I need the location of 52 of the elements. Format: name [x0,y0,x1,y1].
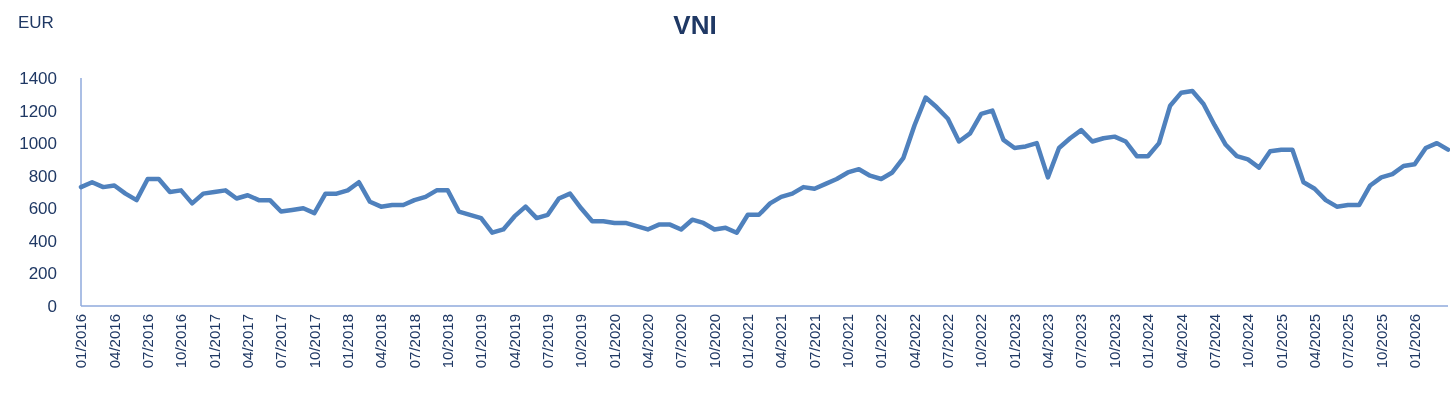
x-tick-label: 10/2021 [839,314,857,369]
x-tick-label: 04/2024 [1172,314,1190,369]
x-tick-label: 01/2018 [338,314,356,369]
line-series [78,88,1450,235]
x-tick-label: 10/2018 [439,314,457,369]
x-tick-label: 01/2016 [72,314,90,369]
y-tick-label: 400 [28,231,57,251]
x-tick-label: 07/2020 [672,314,690,369]
chart-title: VNI [673,10,717,40]
x-tick-label: 01/2024 [1139,314,1157,369]
x-tick-label: 07/2019 [539,314,557,369]
x-tick-label: 01/2026 [1405,314,1423,369]
y-tick-label: 600 [28,199,57,219]
x-tick-label: 10/2024 [1239,314,1257,369]
y-tick-label: 1000 [19,134,57,154]
x-tick-label: 04/2023 [1039,314,1057,369]
x-tick-label: 04/2025 [1305,314,1323,369]
x-tick-label: 10/2016 [172,314,190,369]
x-tick-label: 10/2017 [305,314,323,369]
x-tick-label: 04/2018 [372,314,390,369]
x-tick-label: 10/2023 [1105,314,1123,369]
x-tick-label: 07/2022 [939,314,957,369]
x-tick-label: 01/2025 [1272,314,1290,369]
x-tick-label: 01/2019 [472,314,490,369]
x-tick-label: 04/2016 [105,314,123,369]
x-tick-label: 07/2024 [1205,314,1223,369]
x-tick-label: 07/2023 [1072,314,1090,369]
x-tick-label: 01/2017 [205,314,223,369]
x-tick-label: 01/2021 [739,314,757,369]
y-tick-label: 200 [28,264,57,284]
x-tick-label: 10/2025 [1372,314,1390,369]
y-axis-title: EUR [18,13,54,32]
x-tick-label: 04/2019 [505,314,523,369]
x-tick-label: 10/2020 [705,314,723,369]
x-tick-label: 04/2020 [639,314,657,369]
y-tick-label: 1200 [19,101,57,121]
x-tick-label: 04/2017 [238,314,256,369]
x-tick-label: 04/2021 [772,314,790,369]
x-tick-label: 10/2022 [972,314,990,369]
x-tick-label: 01/2023 [1005,314,1023,369]
x-tick-label: 01/2022 [872,314,890,369]
x-tick-label: 07/2018 [405,314,423,369]
x-tick-label: 04/2022 [905,314,923,369]
x-tick-label: 07/2021 [805,314,823,369]
x-tick-label: 01/2020 [605,314,623,369]
x-tick-label: 07/2025 [1339,314,1357,369]
x-tick-label: 07/2017 [272,314,290,369]
x-tick-label: 10/2019 [572,314,590,369]
y-tick-label: 800 [28,166,57,186]
x-tick-label: 07/2016 [138,314,156,369]
y-tick-label: 0 [47,296,57,316]
y-tick-label: 1400 [19,68,57,88]
